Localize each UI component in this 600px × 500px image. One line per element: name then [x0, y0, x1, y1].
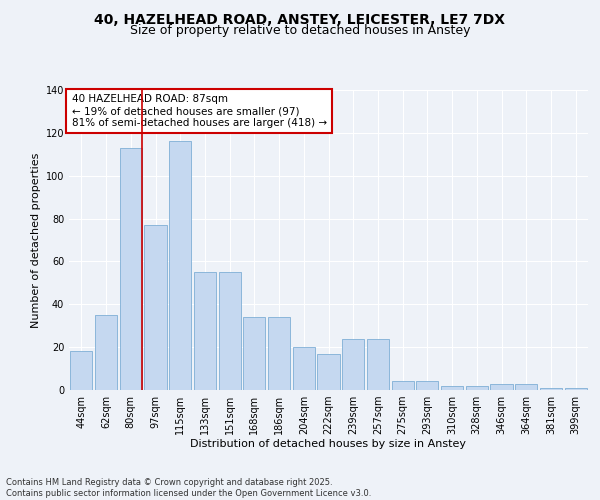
Bar — [565, 388, 587, 390]
Bar — [145, 225, 167, 390]
Bar — [268, 317, 290, 390]
Bar — [218, 272, 241, 390]
Y-axis label: Number of detached properties: Number of detached properties — [31, 152, 41, 328]
Bar — [490, 384, 512, 390]
Bar — [293, 347, 315, 390]
X-axis label: Distribution of detached houses by size in Anstey: Distribution of detached houses by size … — [191, 438, 467, 448]
Text: 40 HAZELHEAD ROAD: 87sqm
← 19% of detached houses are smaller (97)
81% of semi-d: 40 HAZELHEAD ROAD: 87sqm ← 19% of detach… — [71, 94, 327, 128]
Bar — [169, 142, 191, 390]
Bar — [342, 338, 364, 390]
Bar — [367, 338, 389, 390]
Bar — [466, 386, 488, 390]
Bar — [119, 148, 142, 390]
Bar — [194, 272, 216, 390]
Bar — [392, 382, 414, 390]
Bar — [317, 354, 340, 390]
Bar — [416, 382, 439, 390]
Text: Contains HM Land Registry data © Crown copyright and database right 2025.
Contai: Contains HM Land Registry data © Crown c… — [6, 478, 371, 498]
Text: 40, HAZELHEAD ROAD, ANSTEY, LEICESTER, LE7 7DX: 40, HAZELHEAD ROAD, ANSTEY, LEICESTER, L… — [95, 12, 505, 26]
Bar — [540, 388, 562, 390]
Bar — [243, 317, 265, 390]
Bar — [95, 315, 117, 390]
Bar — [441, 386, 463, 390]
Bar — [515, 384, 538, 390]
Text: Size of property relative to detached houses in Anstey: Size of property relative to detached ho… — [130, 24, 470, 37]
Bar — [70, 352, 92, 390]
